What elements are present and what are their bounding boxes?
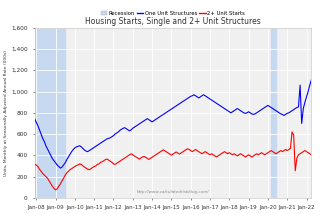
Title: Housing Starts, Single and 2+ Unit Structures: Housing Starts, Single and 2+ Unit Struc… — [85, 16, 261, 25]
Bar — [271, 28, 276, 198]
Bar — [35, 28, 65, 198]
Y-axis label: Units, Monthly at Seasonally Adjusted Annual Rate (000s): Units, Monthly at Seasonally Adjusted An… — [4, 50, 8, 176]
Text: http://www.calculatedriskblog.com/: http://www.calculatedriskblog.com/ — [137, 190, 209, 195]
Legend: Recession, One Unit Structures, 2+ Unit Starts: Recession, One Unit Structures, 2+ Unit … — [100, 10, 246, 17]
